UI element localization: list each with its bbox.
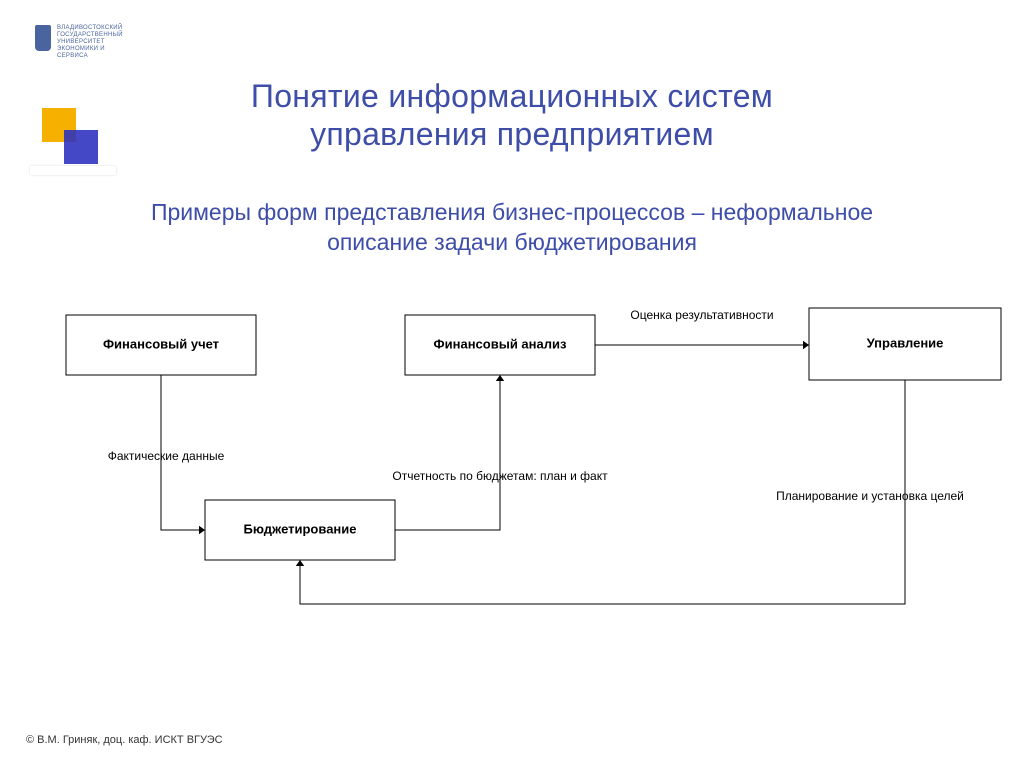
flow-edge-label: Фактические данные xyxy=(108,449,225,463)
flow-edge xyxy=(395,375,500,530)
arrowhead-icon xyxy=(803,341,809,349)
arrowhead-icon xyxy=(496,375,504,381)
flow-edge-label: Планирование и установка целей xyxy=(776,489,964,503)
flow-node-label: Финансовый учет xyxy=(103,336,219,351)
arrowhead-icon xyxy=(199,526,205,534)
arrowhead-icon xyxy=(296,560,304,566)
flow-node-label: Финансовый анализ xyxy=(434,336,567,351)
flow-node-label: Бюджетирование xyxy=(244,521,357,536)
flow-edge-label: Отчетность по бюджетам: план и факт xyxy=(392,469,608,483)
flow-node-label: Управление xyxy=(867,335,944,350)
copyright-footer: © В.М. Гриняк, доц. каф. ИСКТ ВГУЭС xyxy=(26,734,223,746)
flowchart-diagram: Финансовый учет Финансовый анализ Управлен… xyxy=(0,0,1024,768)
flow-edge-label: Оценка результативности xyxy=(630,308,773,322)
